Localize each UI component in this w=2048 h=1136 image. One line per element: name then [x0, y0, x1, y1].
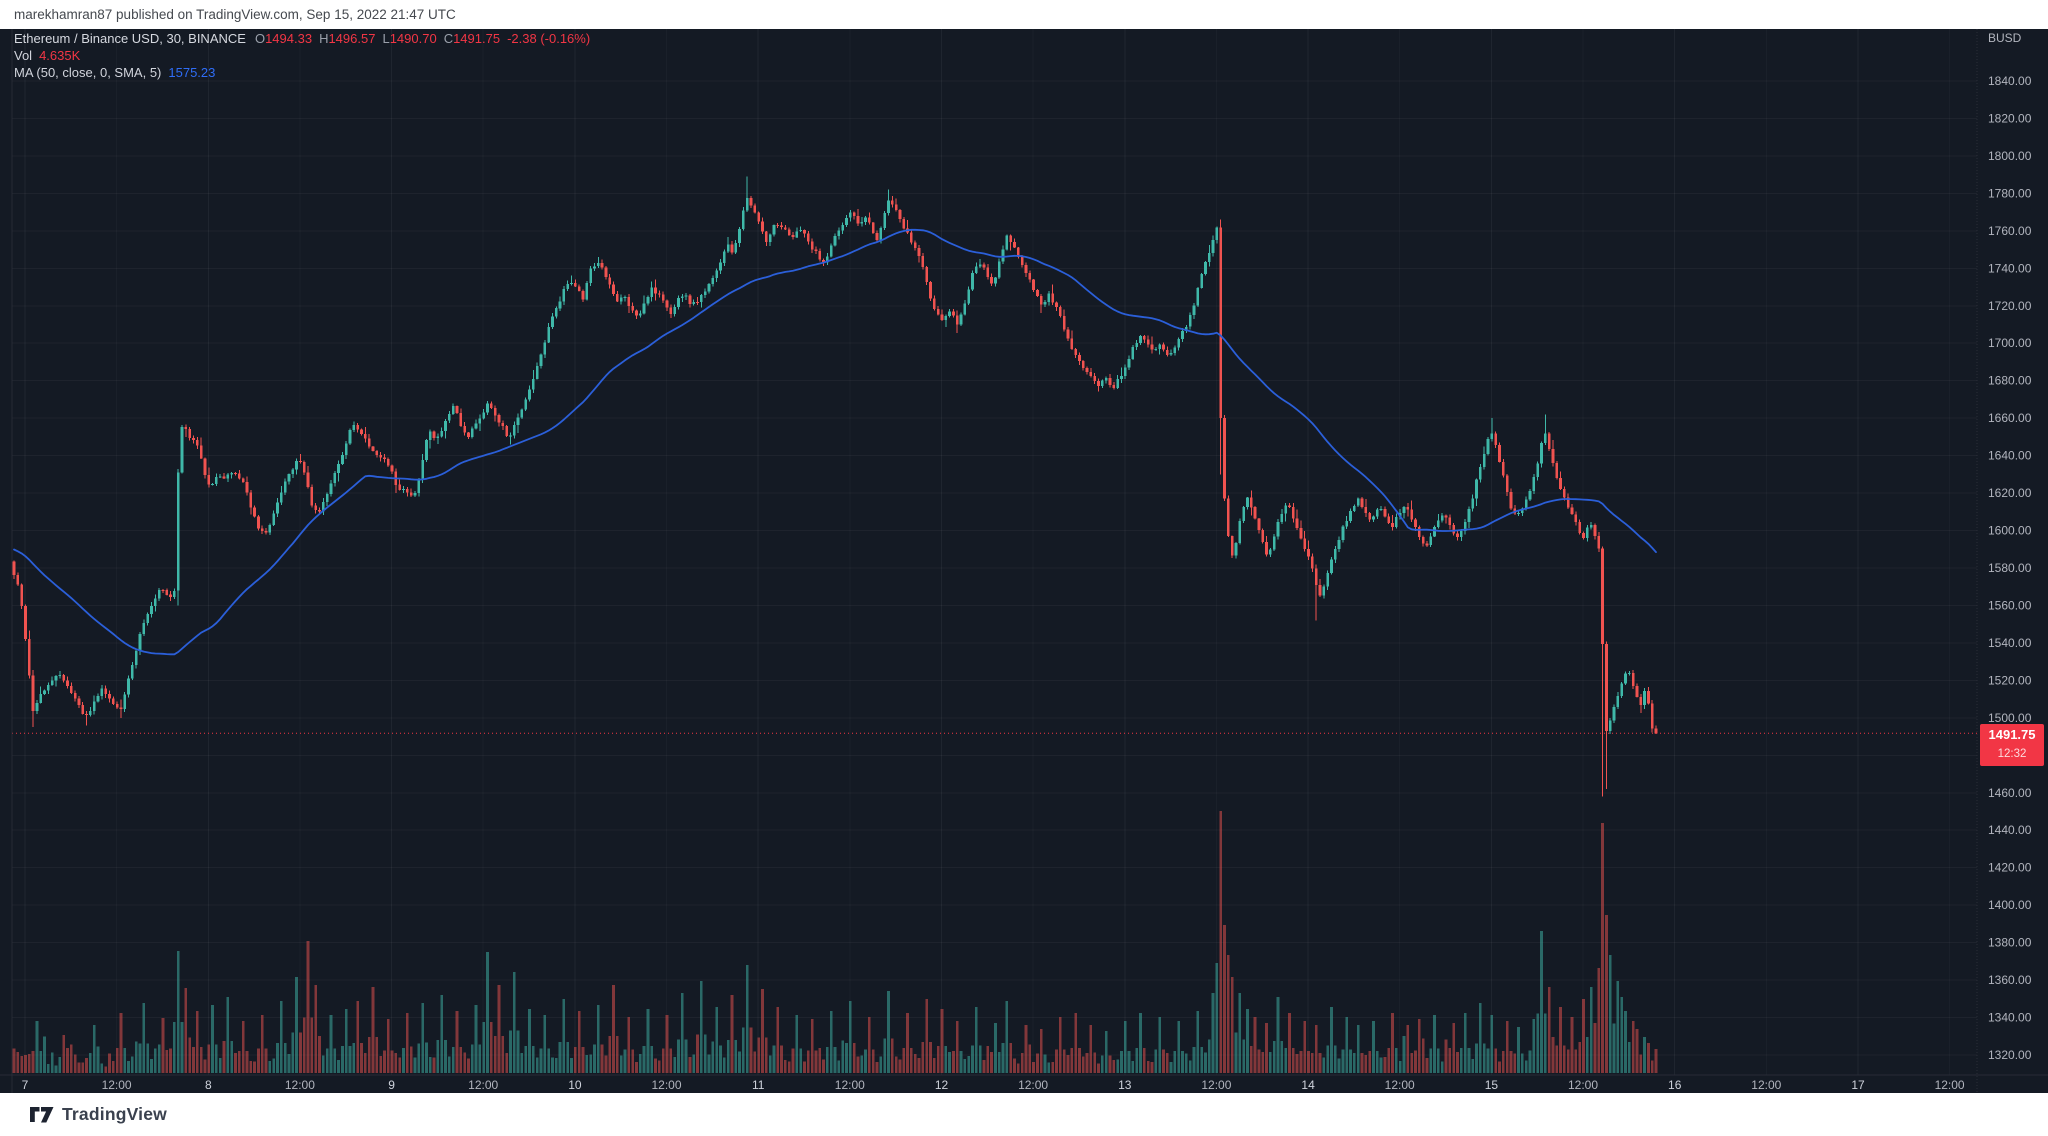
time-axis-day-label: 11: [752, 1078, 765, 1092]
candles-series: [12, 176, 1658, 797]
price-axis-label: 1460.00: [1988, 786, 2032, 800]
time-axis-day-label: 8: [205, 1078, 212, 1092]
price-axis-label: 1580.00: [1988, 561, 2032, 575]
open-label: O: [254, 31, 266, 46]
time-axis[interactable]: 7 12:00 8 12:00 9 12:00 10 12:00 11 12:00 12 12:00 1…: [22, 1078, 1965, 1092]
time-axis-day-label: 16: [1668, 1078, 1682, 1092]
price-axis-label: 1600.00: [1988, 524, 2032, 538]
ma-value: 1575.23: [168, 65, 216, 80]
price-axis-label: 1520.00: [1988, 673, 2032, 687]
time-axis-day-label: 15: [1485, 1078, 1499, 1092]
low-label: L: [382, 31, 390, 46]
time-axis-day-label: 17: [1851, 1078, 1865, 1092]
legend-volume-row: Vol 4.635K: [14, 47, 590, 64]
time-axis-day-label: 13: [1118, 1078, 1132, 1092]
ma-label: MA (50, close, 0, SMA, 5): [14, 65, 162, 80]
price-axis-label: 1380.00: [1988, 936, 2032, 950]
grid: [12, 29, 1977, 1075]
time-axis-hour-label: 12:00: [651, 1078, 681, 1092]
chart-legend: Ethereum / Binance USD, 30, BINANCE O1494…: [14, 30, 590, 81]
time-axis-hour-label: 12:00: [835, 1078, 865, 1092]
tradingview-logo-icon: [30, 1107, 54, 1123]
price-axis[interactable]: BUSD 1840.00 1820.00 1800.00 1780.00 1760.00 1…: [1988, 31, 2032, 1062]
time-axis-day-label: 7: [22, 1078, 29, 1092]
high-value: 1496.57: [328, 31, 376, 46]
time-axis-hour-label: 12:00: [1201, 1078, 1231, 1092]
time-axis-hour-label: 12:00: [1568, 1078, 1598, 1092]
time-axis-hour-label: 12:00: [1751, 1078, 1781, 1092]
tradingview-logo-text: TradingView: [62, 1104, 167, 1124]
bar-countdown: 12:32: [1997, 748, 2027, 760]
symbol-title: Ethereum / Binance USD, 30, BINANCE: [14, 31, 246, 46]
time-axis-hour-label: 12:00: [468, 1078, 498, 1092]
publish-header: marekhamran87 published on TradingView.c…: [0, 0, 2048, 29]
price-axis-label: 1420.00: [1988, 861, 2032, 875]
price-axis-label: 1400.00: [1988, 898, 2032, 912]
price-axis-label: 1740.00: [1988, 261, 2032, 275]
volume-label: Vol: [14, 48, 33, 63]
time-axis-day-label: 14: [1301, 1078, 1315, 1092]
price-axis-label: 1540.00: [1988, 636, 2032, 650]
currency-label: BUSD: [1988, 31, 2022, 45]
price-axis-label: 1760.00: [1988, 224, 2032, 238]
price-axis-label: 1360.00: [1988, 973, 2032, 987]
pane-borders: [0, 29, 2048, 1093]
time-axis-day-label: 10: [568, 1078, 582, 1092]
time-axis-hour-label: 12:00: [1935, 1078, 1965, 1092]
time-axis-hour-label: 12:00: [1385, 1078, 1415, 1092]
last-price-value: 1491.75: [1988, 727, 2036, 742]
time-axis-hour-label: 12:00: [1018, 1078, 1048, 1092]
last-price-badge: 1491.75 12:32: [1980, 724, 2044, 766]
publish-header-text: marekhamran87 published on TradingView.c…: [14, 7, 456, 22]
time-axis-hour-label: 12:00: [285, 1078, 315, 1092]
price-axis-label: 1840.00: [1988, 74, 2032, 88]
volume-value: 4.635K: [39, 48, 81, 63]
price-axis-label: 1700.00: [1988, 336, 2032, 350]
close-value: 1491.75: [453, 31, 501, 46]
time-axis-day-label: 9: [388, 1078, 395, 1092]
low-value: 1490.70: [389, 31, 437, 46]
legend-ma-row: MA (50, close, 0, SMA, 5) 1575.23: [14, 64, 590, 81]
time-axis-hour-label: 12:00: [102, 1078, 132, 1092]
price-axis-label: 1820.00: [1988, 112, 2032, 126]
price-axis-label: 1660.00: [1988, 411, 2032, 425]
price-axis-label: 1560.00: [1988, 599, 2032, 613]
footer-bar: TradingView: [0, 1093, 2048, 1136]
price-axis-label: 1720.00: [1988, 299, 2032, 313]
open-value: 1494.33: [265, 31, 313, 46]
price-axis-label: 1320.00: [1988, 1048, 2032, 1062]
ma-line: [13, 228, 1657, 656]
price-axis-label: 1340.00: [1988, 1011, 2032, 1025]
change-value: -2.38 (-0.16%): [507, 31, 591, 46]
close-label: C: [443, 31, 454, 46]
price-axis-label: 1680.00: [1988, 374, 2032, 388]
high-label: H: [319, 31, 329, 46]
chart-background: [0, 29, 2048, 1093]
price-axis-label: 1440.00: [1988, 823, 2032, 837]
price-axis-label: 1780.00: [1988, 186, 2032, 200]
tradingview-logo[interactable]: TradingView: [30, 1104, 167, 1125]
price-axis-label: 1620.00: [1988, 486, 2032, 500]
price-axis-label: 1800.00: [1988, 149, 2032, 163]
price-axis-label: 1500.00: [1988, 711, 2032, 725]
time-axis-day-label: 12: [935, 1078, 949, 1092]
legend-symbol-row: Ethereum / Binance USD, 30, BINANCE O1494…: [14, 30, 590, 47]
price-axis-label: 1640.00: [1988, 449, 2032, 463]
volume-series: [12, 811, 1658, 1073]
